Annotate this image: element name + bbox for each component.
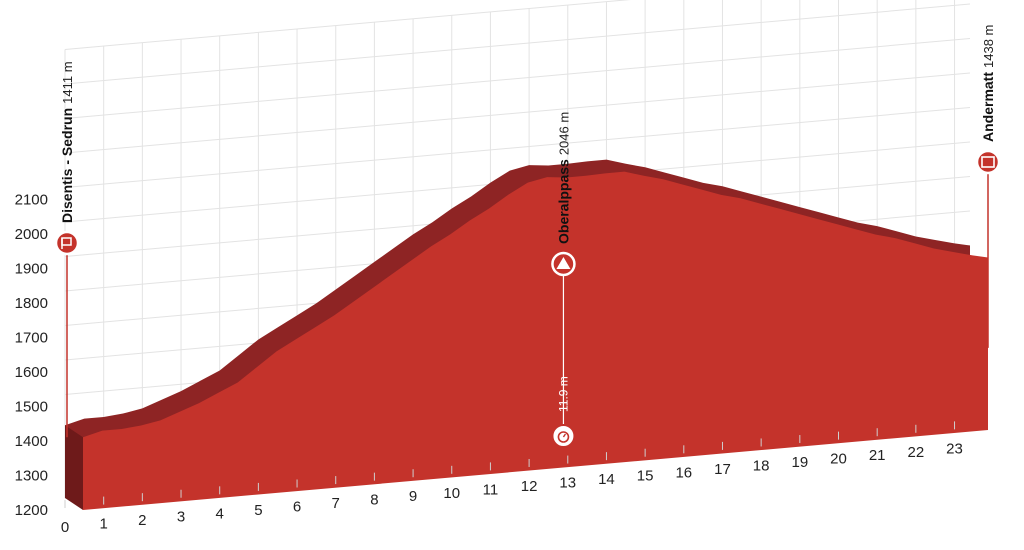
waypoint-andermatt: Andermatt 1438 m	[975, 25, 1001, 348]
x-tick-label: 16	[675, 464, 692, 481]
x-axis: 0 1 2 3 4 5 6 7 8 9 10 11 12 13 14 15 16 17 18 19 20 21 22 23	[61, 421, 963, 536]
x-tick-label: 10	[443, 485, 460, 502]
y-tick-label: 1300	[15, 468, 48, 485]
x-tick-label: 4	[216, 505, 224, 522]
elevation-profile	[65, 159, 988, 510]
stopwatch-face	[557, 431, 570, 443]
intermediate-sprint: 11.9 m	[551, 276, 576, 448]
x-tick-label: 18	[753, 457, 770, 474]
x-tick-label: 1	[100, 516, 108, 533]
y-tick-label: 2100	[15, 192, 48, 209]
profile-start-side	[65, 425, 83, 510]
x-tick-label: 9	[409, 488, 417, 505]
y-tick-label: 1900	[15, 261, 48, 278]
x-tick-label: 19	[791, 454, 808, 471]
waypoint-oberalppass: Oberalppass 2046 m	[551, 112, 576, 277]
profile-front-face	[83, 171, 988, 510]
x-tick-label: 2	[138, 512, 146, 529]
x-tick-label: 20	[830, 451, 847, 468]
waypoint-disentis-sedrun: Disentis - Sedrun 1411 m	[54, 61, 80, 438]
x-tick-label: 6	[293, 498, 301, 515]
y-tick-label: 2000	[15, 226, 48, 243]
y-tick-label: 1600	[15, 364, 48, 381]
waypoint-name: Andermatt	[980, 72, 996, 142]
finish-shape	[981, 156, 995, 168]
x-tick-label: 22	[908, 444, 925, 461]
x-tick-label: 7	[332, 495, 340, 512]
stopwatch-hand	[562, 433, 567, 438]
waypoints: Disentis - Sedrun 1411 m Oberalppass 2046 m…	[54, 25, 1001, 448]
waypoint-name: Oberalppass	[555, 159, 571, 244]
grid-line-h	[64, 0, 631, 50]
waypoint-altitude: 1411 m	[60, 61, 75, 103]
intermediate-label: 11.9 m	[556, 376, 570, 412]
y-tick-label: 1200	[15, 502, 48, 519]
x-tick-label: 8	[370, 492, 378, 509]
start-flag-icon	[54, 230, 80, 256]
grid-line-h	[64, 38, 971, 119]
y-tick-label: 1800	[15, 295, 48, 312]
mountain-shape	[556, 257, 571, 269]
waypoint-label: Disentis - Sedrun 1411 m	[59, 61, 75, 223]
x-tick-label: 12	[521, 478, 538, 495]
x-tick-label: 0	[61, 519, 69, 536]
grid-line-h	[64, 107, 971, 188]
x-tick-label: 14	[598, 471, 615, 488]
waypoint-label: Andermatt 1438 m	[980, 25, 996, 142]
y-tick-label: 1500	[15, 399, 48, 416]
grid-line-h	[64, 3, 971, 85]
y-tick-label: 1700	[15, 330, 48, 347]
x-tick-label: 3	[177, 509, 185, 526]
waypoint-altitude: 1438 m	[981, 25, 996, 68]
waypoint-altitude: 2046 m	[556, 112, 571, 155]
x-tick-label: 5	[254, 502, 262, 519]
y-tick-label: 1400	[15, 433, 48, 450]
x-tick-label: 23	[946, 440, 963, 457]
x-tick-label: 15	[637, 468, 654, 485]
waypoint-label: Oberalppass 2046 m	[555, 112, 571, 244]
x-tick-label: 17	[714, 461, 731, 478]
x-tick-label: 13	[559, 475, 576, 492]
x-tick-label: 21	[869, 447, 886, 464]
finish-icon	[975, 149, 1001, 175]
grid-line-h	[64, 72, 971, 154]
y-axis: 1200 1300 1400 1500 1600 1700 1800 1900 2000 2100	[15, 192, 48, 520]
waypoint-name: Disentis - Sedrun	[59, 108, 75, 223]
x-tick-label: 11	[483, 481, 499, 498]
